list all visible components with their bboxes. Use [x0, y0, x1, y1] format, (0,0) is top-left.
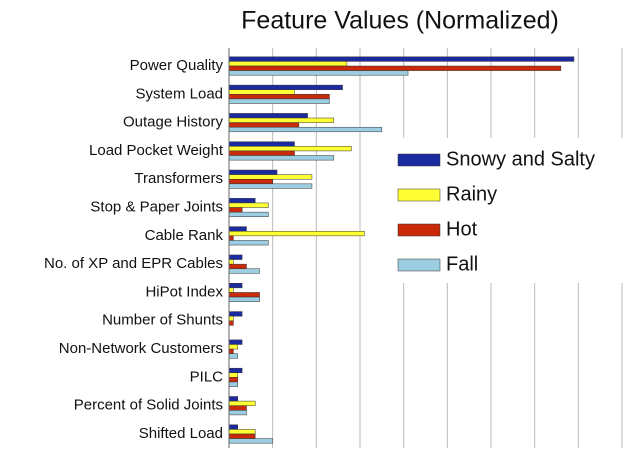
legend-label: Fall — [446, 253, 478, 275]
bar — [228, 348, 234, 354]
legend-swatch — [397, 223, 441, 237]
y-tick-label: System Load — [135, 85, 223, 102]
bar — [228, 61, 348, 67]
y-tick-label: PILC — [190, 368, 224, 385]
y-tick-label: Stop & Paper Joints — [90, 199, 223, 216]
bar — [228, 141, 295, 147]
legend-swatch — [397, 188, 441, 202]
y-tick-label: No. of XP and EPR Cables — [44, 255, 223, 272]
legend-label: Rainy — [446, 183, 497, 205]
y-tick-label: HiPot Index — [145, 283, 223, 300]
bar — [228, 381, 238, 387]
bar — [228, 207, 243, 213]
bar — [228, 89, 295, 95]
bar — [228, 268, 260, 274]
y-tick-label: Non-Network Customers — [59, 340, 223, 357]
bar — [228, 56, 575, 62]
bar — [228, 438, 273, 444]
bar — [228, 211, 269, 217]
bar — [228, 400, 256, 406]
bar — [228, 353, 238, 359]
bar — [228, 296, 260, 302]
bar — [228, 254, 243, 260]
bar — [228, 315, 234, 322]
y-tick-label: Outage History — [123, 114, 224, 131]
bar — [228, 174, 313, 180]
bar — [228, 150, 295, 156]
bar — [228, 292, 260, 298]
bar — [228, 405, 247, 411]
bar — [228, 146, 352, 152]
y-tick-label: Load Pocket Weight — [89, 142, 224, 159]
bar — [228, 320, 234, 326]
bar — [228, 367, 243, 374]
y-tick-label: Shifted Load — [139, 425, 223, 442]
y-tick-label: Power Quality — [130, 57, 224, 74]
bar — [228, 94, 330, 100]
bar — [228, 240, 269, 246]
bar — [228, 155, 335, 161]
bar — [228, 198, 256, 204]
bar — [228, 126, 383, 133]
bar — [228, 377, 238, 383]
bar — [228, 98, 330, 104]
bar — [228, 410, 247, 416]
bar — [228, 84, 343, 90]
y-tick-label: Transformers — [134, 170, 223, 187]
legend-swatch — [397, 153, 441, 167]
bar — [228, 429, 256, 435]
bar — [228, 178, 273, 185]
bar — [228, 202, 269, 208]
y-tick-label: Percent of Solid Joints — [74, 397, 223, 414]
bar — [228, 259, 234, 265]
bar — [228, 339, 243, 345]
bar — [228, 226, 247, 232]
bar — [228, 433, 256, 439]
bar — [228, 65, 562, 71]
bar — [228, 113, 308, 119]
bar — [228, 396, 238, 402]
bar — [228, 287, 234, 293]
bar — [228, 372, 238, 378]
bar — [228, 122, 300, 128]
bar — [228, 235, 234, 241]
y-tick-label: Cable Rank — [145, 227, 224, 244]
bar — [228, 311, 243, 317]
bar — [228, 424, 238, 430]
y-tick-label: Number of Shunts — [102, 312, 223, 329]
chart-title: Feature Values (Normalized) — [241, 7, 559, 35]
bar — [228, 183, 313, 189]
legend-label: Snowy and Salty — [446, 148, 595, 170]
bar — [228, 283, 243, 289]
bar — [228, 117, 335, 123]
legend-label: Hot — [446, 218, 478, 240]
legend-swatch — [397, 258, 441, 272]
bar — [228, 263, 247, 270]
bar — [228, 169, 278, 175]
bar — [228, 70, 409, 76]
bar — [228, 230, 365, 237]
bar — [228, 344, 238, 350]
